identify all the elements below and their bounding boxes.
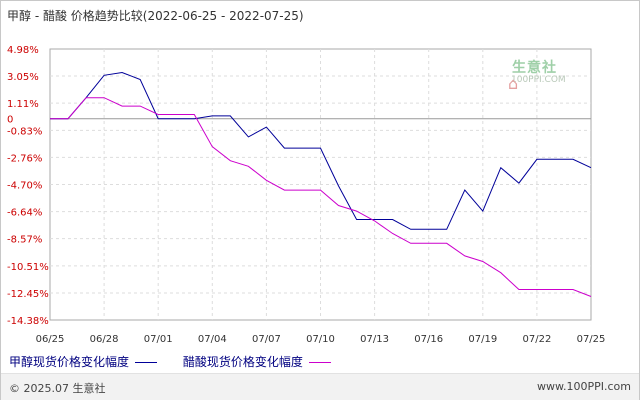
y-tick-label: -8.57% (7, 235, 42, 246)
legend-label-acetic: 醋酸现货价格变化幅度 (182, 355, 303, 369)
series-lines (50, 71, 592, 297)
watermark-logo-text: 生意社 (512, 60, 557, 76)
legend-item-acetic: 醋酸现货价格变化幅度 (183, 353, 331, 370)
house-icon: ⌂ (508, 74, 519, 93)
y-tick-label: -12.45% (7, 289, 49, 300)
y-tick-label: -4.70% (7, 181, 42, 192)
x-tick-label: 07/25 (577, 334, 606, 345)
series-line-acetic (50, 97, 592, 297)
y-tick-label: -6.64% (7, 208, 42, 219)
gridlines (50, 49, 591, 320)
series-line-methanol (50, 71, 592, 230)
y-tick-label: -0.83% (7, 126, 42, 137)
x-tick-label: 06/25 (36, 334, 65, 345)
x-tick-label: 07/04 (198, 334, 227, 345)
legend-item-methanol: 甲醇现货价格变化幅度 (9, 353, 158, 370)
watermark-url: 100PPI.COM (511, 75, 566, 85)
y-tick-label: -2.76% (7, 153, 42, 164)
y-tick-label: 1.11% (7, 99, 39, 110)
legend-label-methanol: 甲醇现货价格变化幅度 (9, 355, 130, 369)
legend-swatch-methanol (135, 362, 158, 363)
y-tick-label: 3.05% (7, 72, 39, 83)
x-tick-labels: 06/25 06/28 07/01 07/04 07/07 07/10 07/13 07/16… (36, 334, 606, 345)
chart-title: 甲醇 - 醋酸 价格趋势比较(2022-06-25 - 2022-07-25) (7, 9, 304, 23)
y-tick-label: -10.51% (7, 262, 49, 273)
chart-svg: 4.98% 3.05% 1.11% 0-0.83% -2.76% -4.70% -6.64%… (7, 45, 606, 345)
legend-swatch-acetic (308, 362, 331, 363)
y-tick-label: 4.98% (7, 45, 39, 56)
x-tick-label: 06/28 (90, 334, 119, 345)
footer-bar: © 2025.07 生意社 www.100PPI.com (1, 373, 639, 400)
x-tick-label: 07/10 (306, 334, 335, 345)
y-tick-label: -14.38% (7, 316, 49, 327)
x-tick-label: 07/13 (360, 334, 389, 345)
x-tick-label: 07/07 (252, 334, 281, 345)
y-tick-label: 0 (7, 115, 13, 126)
site-link[interactable]: www.100PPI.com (537, 380, 631, 393)
x-tick-label: 07/16 (414, 334, 443, 345)
x-tick-label: 07/01 (144, 334, 173, 345)
x-tick-label: 07/19 (468, 334, 497, 345)
x-tick-label: 07/22 (522, 334, 551, 345)
copyright-text: © 2025.07 生意社 (9, 382, 106, 395)
chart-legend: 甲醇现货价格变化幅度 醋酸现货价格变化幅度 (9, 353, 353, 370)
y-tick-labels: 4.98% 3.05% 1.11% 0-0.83% -2.76% -4.70% -6.64%… (7, 45, 49, 327)
